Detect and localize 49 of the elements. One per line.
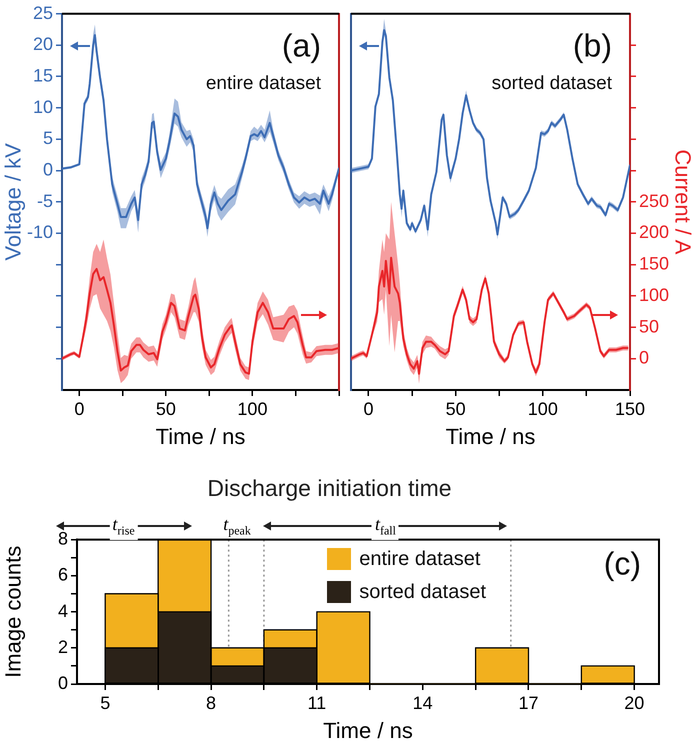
y-tick-label: 0 (42, 160, 53, 180)
y-tick-label: 20 (32, 34, 53, 54)
x-tick-label: 5 (100, 692, 110, 713)
y-tick-label: 5 (42, 128, 53, 148)
text: t$_{peak}$ (223, 514, 251, 540)
x-tick-label: 8 (206, 692, 216, 713)
x-axis-title: Time / ns (446, 424, 536, 449)
chart-title: Discharge initiation time (207, 475, 452, 502)
y2-tick-label: 0 (639, 348, 650, 368)
legend-label: entire dataset (359, 548, 480, 571)
y2-tick-label: 150 (639, 254, 670, 274)
y-tick-label: 8 (58, 528, 68, 549)
x-tick-label: 50 (446, 398, 466, 419)
x-tick-label: 50 (156, 398, 176, 419)
x-tick-label: 0 (74, 398, 84, 419)
annotation: (b) (572, 28, 612, 64)
y-tick-label: -5 (36, 190, 53, 211)
y2-tick-label: 100 (639, 284, 670, 305)
y-axis-title: Image counts (0, 546, 26, 678)
y2-tick-label: 250 (639, 190, 670, 211)
legend-label: sorted dataset (359, 580, 486, 604)
y-tick-label: 0 (58, 672, 68, 693)
y-tick-label: -10 (26, 222, 53, 242)
annotation: (c) (604, 545, 641, 582)
y2-tick-label: 50 (639, 316, 660, 336)
annotation: sorted dataset (492, 73, 613, 94)
y-axis-title: Voltage / kV (0, 142, 26, 261)
x-axis-title: Time / ns (323, 718, 413, 743)
annotation: (a) (282, 28, 321, 64)
annotation: entire dataset (206, 73, 322, 94)
y-tick-label: 25 (32, 2, 53, 23)
x-tick-label: 14 (412, 692, 433, 713)
y-tick-label: 15 (32, 65, 53, 86)
y-tick-label: 4 (58, 600, 68, 621)
text: t$_{fall}$ (372, 514, 399, 540)
text: t$_{rise}$ (109, 514, 138, 540)
x-axis-title: Time / ns (156, 424, 246, 449)
x-tick-label: 100 (528, 398, 558, 419)
x-tick-label: 20 (624, 692, 644, 713)
y-tick-label: 10 (32, 96, 53, 117)
x-tick-label: 100 (237, 398, 268, 419)
x-tick-label: 11 (308, 692, 326, 713)
x-tick-label: 17 (518, 692, 539, 713)
y-tick-label: 2 (58, 636, 68, 657)
y2-tick-label: 200 (639, 222, 670, 242)
y2-axis-title: Current / A (670, 149, 696, 255)
x-tick-label: 0 (363, 398, 374, 419)
y-tick-label: 6 (58, 564, 68, 585)
x-tick-label: 150 (614, 398, 646, 419)
